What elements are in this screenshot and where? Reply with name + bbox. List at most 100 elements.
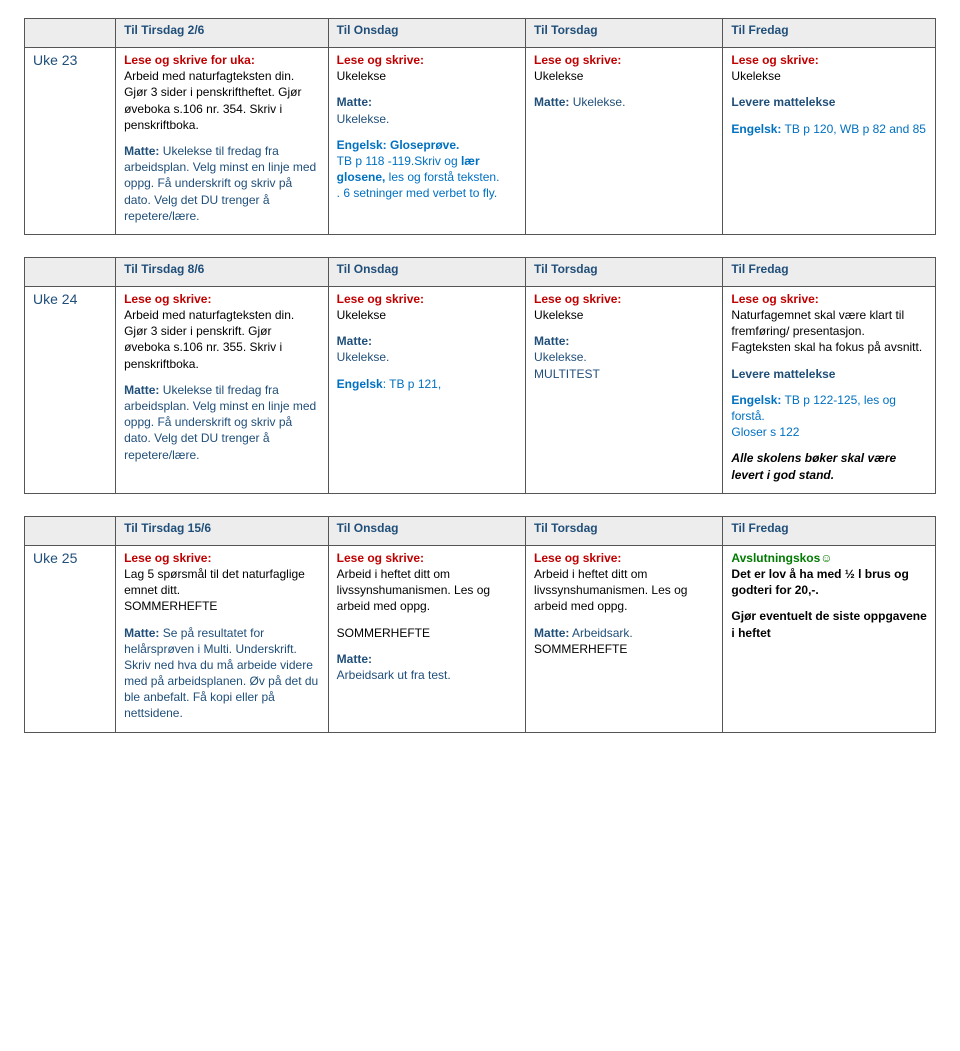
week-label: Uke 25 <box>33 550 77 566</box>
books-note: Alle skolens bøker skal være levert i go… <box>731 450 927 482</box>
cell-fredag: Avslutningskos☺ Det er lov å ha med ½ l b… <box>723 545 936 732</box>
header-onsdag: Til Onsdag <box>328 516 525 545</box>
plan-table-uke24: Til Tirsdag 8/6 Til Onsdag Til Torsdag T… <box>24 257 936 494</box>
lese-text: Ukelekse <box>337 308 386 322</box>
lese-text: Arbeid i heftet ditt om livssynshumanism… <box>337 567 490 613</box>
lese-text: Naturfagemnet skal være klart til fremfø… <box>731 308 922 354</box>
matte-label: Matte: <box>534 334 569 348</box>
header-blank <box>25 516 116 545</box>
week-cell: Uke 25 <box>25 545 116 732</box>
matte-label: Matte: <box>534 95 569 109</box>
engelsk-label: Engelsk <box>337 377 383 391</box>
matte-label: Matte: <box>337 334 372 348</box>
multitest: MULTITEST <box>534 367 600 381</box>
engelsk-label: Engelsk: Gloseprøve. <box>337 138 460 152</box>
week-cell: Uke 23 <box>25 48 116 235</box>
lese-text: Arbeid med naturfagteksten din. Gjør 3 s… <box>124 308 294 371</box>
lese-text: Arbeid i heftet ditt om livssynshumanism… <box>534 567 687 613</box>
header-onsdag: Til Onsdag <box>328 19 525 48</box>
table-header-row: Til Tirsdag 15/6 Til Onsdag Til Torsdag … <box>25 516 936 545</box>
lese-label: Lese og skrive: <box>534 551 621 565</box>
matte-label: Matte: <box>337 652 372 666</box>
cell-tirsdag: Lese og skrive for uka: Arbeid med naturf… <box>116 48 329 235</box>
header-torsdag: Til Torsdag <box>526 19 723 48</box>
table-row: Uke 25 Lese og skrive: Lag 5 spørsmål til… <box>25 545 936 732</box>
matte-text: Ukelekse. <box>534 350 587 364</box>
header-tirsdag: Til Tirsdag 8/6 <box>116 257 329 286</box>
matte-text: Arbeidsark. <box>569 626 632 640</box>
cell-fredag: Lese og skrive: Ukelekse Levere matteleks… <box>723 48 936 235</box>
matte-text: Ukelekse. <box>337 350 390 364</box>
week-label: Uke 24 <box>33 291 77 307</box>
lese-label: Lese og skrive: <box>124 551 211 565</box>
lese-label: Lese og skrive: <box>731 292 818 306</box>
header-blank <box>25 19 116 48</box>
lese-label: Lese og skrive for uka: <box>124 53 255 67</box>
cell-onsdag: Lese og skrive:Ukelekse Matte:Ukelekse. … <box>328 48 525 235</box>
engelsk-label: Engelsk: <box>731 122 781 136</box>
table-row: Uke 24 Lese og skrive: Arbeid med naturfa… <box>25 286 936 493</box>
lese-label: Lese og skrive: <box>534 53 621 67</box>
engelsk-text4: . 6 setninger med verbet to fly. <box>337 186 498 200</box>
plan-table-uke25: Til Tirsdag 15/6 Til Onsdag Til Torsdag … <box>24 516 936 733</box>
avslutning-label: Avslutningskos☺ <box>731 551 832 565</box>
header-fredag: Til Fredag <box>723 19 936 48</box>
matte-text: Ukelekse. <box>569 95 625 109</box>
engelsk-text3: les og forstå teksten. <box>385 170 499 184</box>
table-header-row: Til Tirsdag 8/6 Til Onsdag Til Torsdag T… <box>25 257 936 286</box>
matte-text: Arbeidsark ut fra test. <box>337 668 451 682</box>
engelsk-text2: Gloser s 122 <box>731 425 799 439</box>
last-note: Gjør eventuelt de siste oppgavene i heft… <box>731 608 927 640</box>
lese-text: Lag 5 spørsmål til det naturfaglige emne… <box>124 567 305 597</box>
header-fredag: Til Fredag <box>723 257 936 286</box>
sommerhefte: SOMMERHEFTE <box>534 642 627 656</box>
plan-table-uke23: Til Tirsdag 2/6 Til Onsdag Til Torsdag T… <box>24 18 936 235</box>
lese-label: Lese og skrive: <box>731 53 818 67</box>
week-label: Uke 23 <box>33 52 77 68</box>
engelsk-text2: Skriv og <box>414 154 461 168</box>
matte-label: Matte: <box>337 95 372 109</box>
cell-onsdag: Lese og skrive: Arbeid i heftet ditt om l… <box>328 545 525 732</box>
cell-torsdag: Lese og skrive: Ukelekse Matte: Ukelekse. <box>526 48 723 235</box>
header-fredag: Til Fredag <box>723 516 936 545</box>
header-torsdag: Til Torsdag <box>526 257 723 286</box>
engelsk-text1: TB p 118 -119. <box>337 154 415 168</box>
cell-tirsdag: Lese og skrive: Arbeid med naturfagtekste… <box>116 286 329 493</box>
cell-fredag: Lese og skrive: Naturfagemnet skal være k… <box>723 286 936 493</box>
sommerhefte: SOMMERHEFTE <box>337 625 517 641</box>
header-tirsdag: Til Tirsdag 2/6 <box>116 19 329 48</box>
matte-label: Matte: <box>534 626 569 640</box>
lese-label: Lese og skrive: <box>337 292 424 306</box>
cell-tirsdag: Lese og skrive: Lag 5 spørsmål til det na… <box>116 545 329 732</box>
cell-onsdag: Lese og skrive:Ukelekse Matte:Ukelekse. … <box>328 286 525 493</box>
levere-matte: Levere mattelekse <box>731 94 927 110</box>
levere-matte: Levere mattelekse <box>731 366 927 382</box>
lese-text: Ukelekse <box>534 69 583 83</box>
cell-torsdag: Lese og skrive: Ukelekse Matte: Ukelekse. M… <box>526 286 723 493</box>
header-onsdag: Til Onsdag <box>328 257 525 286</box>
matte-label: Matte: <box>124 626 159 640</box>
engelsk-label: Engelsk: <box>731 393 781 407</box>
matte-label: Matte: <box>124 144 159 158</box>
lese-text: Ukelekse <box>337 69 386 83</box>
lese-label: Lese og skrive: <box>124 292 211 306</box>
engelsk-text: TB p 120, WB p 82 and 85 <box>781 122 926 136</box>
week-cell: Uke 24 <box>25 286 116 493</box>
table-row: Uke 23 Lese og skrive for uka: Arbeid med… <box>25 48 936 235</box>
matte-label: Matte: <box>124 383 159 397</box>
header-tirsdag: Til Tirsdag 15/6 <box>116 516 329 545</box>
sommerhefte: SOMMERHEFTE <box>124 599 217 613</box>
lese-label: Lese og skrive: <box>534 292 621 306</box>
header-blank <box>25 257 116 286</box>
matte-text: Ukelekse. <box>337 112 390 126</box>
lese-text: Arbeid med naturfagteksten din. Gjør 3 s… <box>124 69 301 132</box>
avslutning-text: Det er lov å ha med ½ l brus og godteri … <box>731 567 908 597</box>
cell-torsdag: Lese og skrive: Arbeid i heftet ditt om l… <box>526 545 723 732</box>
lese-text: Ukelekse <box>534 308 583 322</box>
lese-label: Lese og skrive: <box>337 551 424 565</box>
lese-label: Lese og skrive: <box>337 53 424 67</box>
header-torsdag: Til Torsdag <box>526 516 723 545</box>
table-header-row: Til Tirsdag 2/6 Til Onsdag Til Torsdag T… <box>25 19 936 48</box>
lese-text: Ukelekse <box>731 69 780 83</box>
engelsk-text: : TB p 121, <box>383 377 441 391</box>
